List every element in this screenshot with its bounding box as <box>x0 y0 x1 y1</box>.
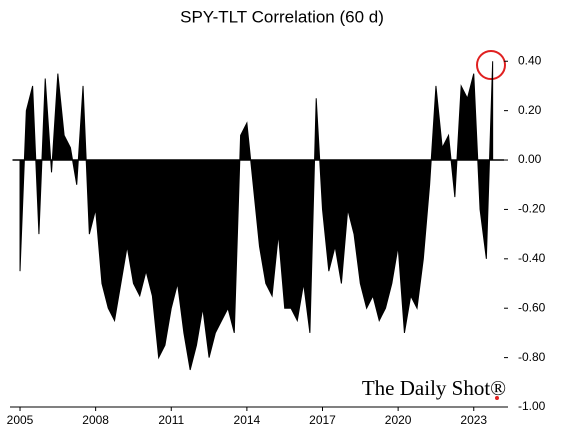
y-tick-label: -0.60 <box>518 300 546 314</box>
x-tick-label: 2008 <box>82 413 109 427</box>
y-tick-label: -0.20 <box>518 202 546 216</box>
x-tick-label: 2005 <box>7 413 34 427</box>
watermark: The Daily Shot® <box>362 376 506 400</box>
y-tick-label: 0.20 <box>518 103 542 117</box>
y-tick-label: -1.00 <box>518 399 546 413</box>
chart-title: SPY-TLT Correlation (60 d) <box>180 7 384 26</box>
watermark-dot <box>495 396 499 400</box>
x-tick-label: 2023 <box>460 413 487 427</box>
x-tick-label: 2017 <box>309 413 336 427</box>
correlation-area <box>19 61 494 371</box>
x-tick-label: 2011 <box>158 413 184 427</box>
y-tick-label: -0.80 <box>518 350 546 364</box>
y-tick-label: 0.00 <box>518 152 542 166</box>
x-tick-label: 2014 <box>234 413 261 427</box>
highlight-circle <box>476 50 506 80</box>
y-tick-label: 0.40 <box>518 53 542 67</box>
y-tick-label: -0.40 <box>518 251 546 265</box>
x-tick-label: 2020 <box>385 413 412 427</box>
